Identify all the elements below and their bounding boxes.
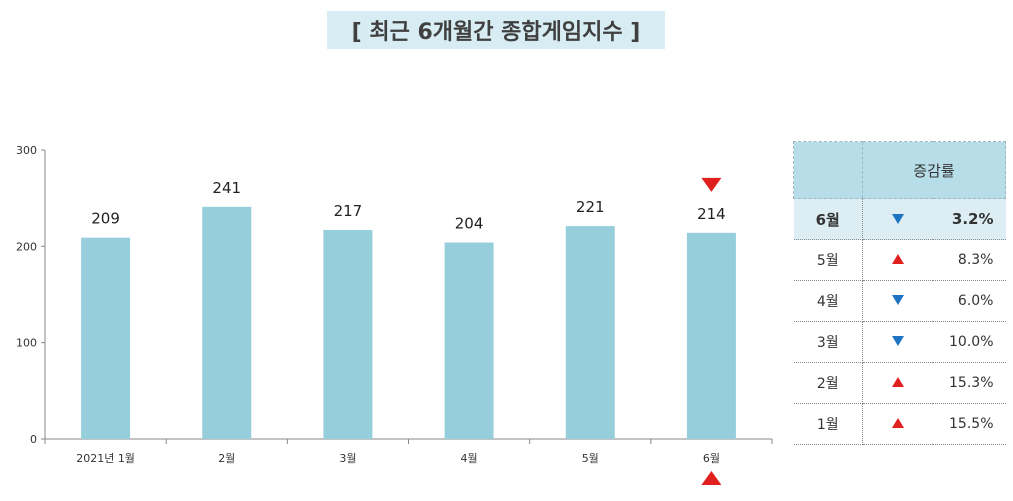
table-row: 5월 8.3%	[793, 239, 1006, 281]
x-tick-label: 5월	[582, 452, 599, 465]
row-month: 2월	[793, 362, 863, 404]
data-label: 209	[91, 210, 120, 228]
x-tick-label: 3월	[339, 452, 356, 465]
row-month: 1월	[793, 403, 863, 445]
page-title: [ 최근 6개월간 종합게임지수 ]	[327, 11, 665, 49]
y-tick-label: 0	[30, 433, 37, 446]
y-tick-label: 300	[16, 144, 37, 157]
table-header-label: 증감률	[862, 141, 1006, 199]
row-direction	[862, 239, 933, 281]
data-label: 221	[576, 198, 605, 216]
table-header-row: 증감률	[793, 141, 1006, 199]
bar	[444, 242, 494, 439]
bar	[565, 226, 615, 439]
table-row: 1월 15.5%	[793, 403, 1006, 445]
down-triangle-icon	[892, 295, 904, 305]
data-label: 204	[455, 214, 484, 232]
row-month: 3월	[793, 321, 863, 363]
y-tick-label: 100	[16, 337, 37, 350]
row-percent: 3.2%	[933, 198, 1006, 240]
row-month: 6월	[793, 198, 863, 240]
row-direction	[862, 280, 933, 322]
x-tick-label: 6월	[703, 452, 720, 465]
down-triangle-icon	[892, 214, 904, 224]
table-row: 6월 3.2%	[793, 198, 1006, 240]
data-label: 241	[212, 179, 241, 197]
bar	[202, 206, 252, 439]
row-percent: 15.3%	[933, 362, 1006, 404]
x-tick-label: 2월	[218, 452, 235, 465]
bar	[323, 229, 373, 439]
row-percent: 6.0%	[933, 280, 1006, 322]
up-triangle-icon	[892, 377, 904, 387]
table-row: 2월 15.3%	[793, 362, 1006, 404]
bar	[686, 232, 736, 439]
row-direction	[862, 198, 933, 240]
row-month: 4월	[793, 280, 863, 322]
data-label: 217	[334, 202, 363, 220]
table-header-blank	[793, 141, 863, 199]
down-triangle-icon	[892, 336, 904, 346]
y-tick-label: 200	[16, 240, 37, 253]
x-tick-label: 4월	[461, 452, 478, 465]
row-month: 5월	[793, 239, 863, 281]
row-percent: 8.3%	[933, 239, 1006, 281]
row-percent: 10.0%	[933, 321, 1006, 363]
bar	[81, 237, 131, 439]
up-triangle-icon	[892, 418, 904, 428]
table-row: 4월 6.0%	[793, 280, 1006, 322]
data-label: 214	[697, 205, 726, 223]
down-triangle-marker	[701, 177, 722, 192]
row-direction	[862, 362, 933, 404]
row-direction	[862, 321, 933, 363]
up-triangle-icon	[892, 254, 904, 264]
row-percent: 15.5%	[933, 403, 1006, 445]
up-triangle-marker	[701, 471, 722, 485]
x-tick-label: 2021년 1월	[76, 452, 135, 465]
bar-chart: 0 100 200 300 209 2021년 1월 241 2월 217 3월 204 4월 221 5…	[16, 144, 773, 485]
row-direction	[862, 403, 933, 445]
change-rate-table: 증감률 6월 3.2% 5월 8.3% 4월 6.0% 3월 10.0% 2월 15.3% 1월 15…	[793, 141, 1006, 445]
table-row: 3월 10.0%	[793, 321, 1006, 363]
